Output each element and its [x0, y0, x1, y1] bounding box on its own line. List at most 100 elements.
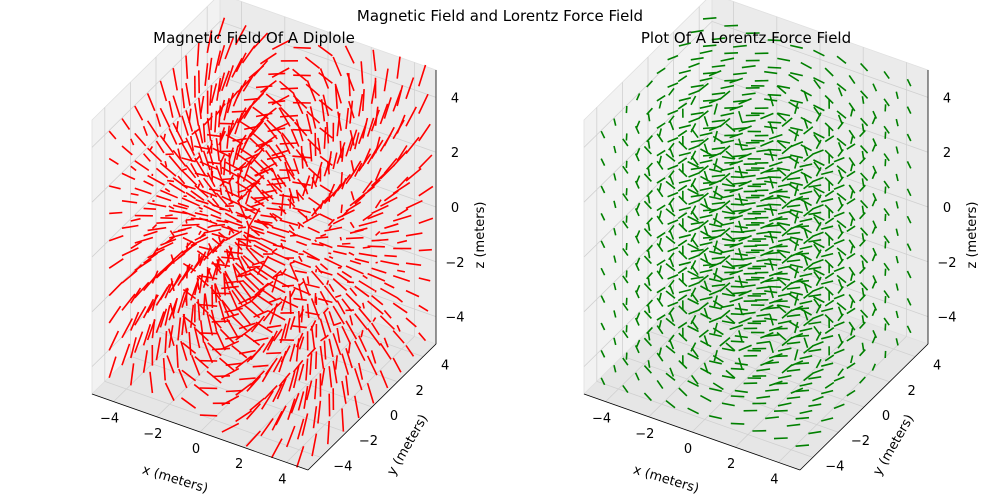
quiver-arrow — [846, 362, 856, 370]
quiver-arrow — [769, 286, 774, 299]
quiver-arrow — [790, 140, 804, 148]
quiver-arrow — [824, 314, 834, 324]
quiver-arrow — [252, 364, 269, 368]
x-tick-label: −2 — [143, 427, 162, 442]
quiver-arrow — [824, 272, 835, 280]
x-axis-line — [91, 393, 309, 471]
quiver-arrow — [198, 274, 218, 280]
quiver-arrow — [613, 200, 617, 209]
quiver-arrow — [741, 147, 756, 151]
quiver-arrow — [719, 282, 731, 292]
quiver-arrow — [688, 226, 700, 233]
quiver-arrow — [293, 297, 307, 301]
quiver-arrow — [354, 162, 363, 177]
quiver-arrow — [203, 228, 222, 234]
quiver-arrow — [824, 162, 835, 170]
quiver-arrow — [700, 312, 712, 320]
quiver-arrow — [665, 345, 676, 354]
quiver-arrow — [658, 100, 662, 109]
quiver-arrow — [859, 294, 866, 302]
quiver-arrow — [725, 177, 736, 187]
quiver-arrow — [333, 250, 347, 256]
quiver-arrow — [613, 282, 617, 291]
quiver-arrow — [121, 343, 131, 366]
quiver-arrow — [711, 92, 726, 96]
quiver-arrow — [271, 39, 290, 51]
quiver-arrow — [669, 203, 675, 213]
quiver-arrow — [199, 217, 218, 225]
quiver-arrow — [318, 241, 333, 249]
quiver-arrow — [198, 230, 202, 236]
quiver-arrow — [175, 121, 179, 132]
quiver-arrow — [760, 140, 774, 147]
quiver-arrow — [269, 212, 278, 222]
quiver-arrow — [108, 258, 124, 269]
quiver-arrow — [848, 266, 856, 276]
quiver-arrow — [613, 310, 617, 318]
quiver-arrow — [288, 370, 296, 392]
quiver-arrow — [815, 249, 822, 259]
quiver-arrow — [235, 181, 253, 193]
quiver-arrow — [336, 272, 351, 284]
quiver-arrow — [859, 157, 866, 165]
quiver-arrow — [210, 213, 222, 220]
quiver-arrow — [418, 185, 434, 197]
quiver-arrow — [860, 199, 869, 209]
quiver-arrow — [190, 354, 201, 376]
quiver-arrow — [185, 82, 191, 106]
quiver-arrow — [808, 184, 822, 188]
quiver-arrow — [245, 174, 261, 186]
quiver-arrow — [738, 97, 752, 105]
quiver-arrow — [699, 296, 713, 301]
quiver-arrow — [165, 214, 173, 217]
quiver-arrow — [228, 207, 234, 214]
quiver-arrow — [678, 140, 688, 150]
quiver-arrow — [196, 224, 209, 232]
quiver-arrow — [405, 344, 415, 357]
quiver-arrow — [678, 151, 691, 157]
quiver-arrow — [656, 215, 664, 225]
quiver-arrow — [273, 301, 283, 310]
quiver-arrow — [275, 405, 287, 426]
quiver-arrow — [206, 245, 212, 256]
z-tick-label: 4 — [943, 91, 951, 106]
quiver-arrow — [768, 161, 783, 168]
quiver-arrow — [182, 210, 196, 218]
quiver-arrow — [833, 321, 845, 327]
quiver-arrow — [301, 152, 309, 168]
quiver-arrow — [202, 123, 206, 143]
quiver-arrow — [225, 362, 243, 366]
quiver-arrow — [221, 225, 240, 233]
quiver-arrow — [182, 288, 197, 300]
quiver-arrow — [812, 204, 824, 210]
quiver-arrow — [773, 437, 788, 440]
quiver-arrow — [871, 336, 877, 344]
quiver-arrow — [698, 329, 709, 338]
quiver-arrow — [776, 194, 787, 204]
quiver-arrow — [354, 313, 369, 331]
quiver-arrow — [319, 318, 327, 339]
quiver-arrow — [134, 187, 152, 195]
quiver-arrow — [658, 237, 662, 246]
quiver-arrow — [776, 304, 787, 314]
quiver-arrow — [332, 217, 345, 225]
quiver-arrow — [765, 361, 779, 365]
quiver-arrow — [678, 387, 688, 397]
quiver-arrow — [756, 176, 771, 180]
quiver-arrow — [168, 182, 186, 194]
quiver-arrow — [808, 211, 822, 216]
quiver-arrow — [790, 236, 803, 241]
quiver-arrow — [238, 105, 252, 123]
quiver-arrow — [777, 347, 792, 352]
quiver-arrow — [326, 121, 330, 144]
quiver-arrow — [677, 294, 688, 302]
quiver-arrow — [372, 317, 377, 322]
quiver-arrow — [160, 217, 178, 220]
quiver-arrow — [799, 409, 813, 415]
quiver-arrow — [781, 199, 793, 210]
quiver-arrows — [108, 17, 434, 468]
quiver-arrow — [170, 254, 175, 264]
quiver-arrow — [837, 279, 843, 289]
quiver-arrow — [846, 225, 856, 233]
quiver-arrow — [285, 425, 296, 448]
